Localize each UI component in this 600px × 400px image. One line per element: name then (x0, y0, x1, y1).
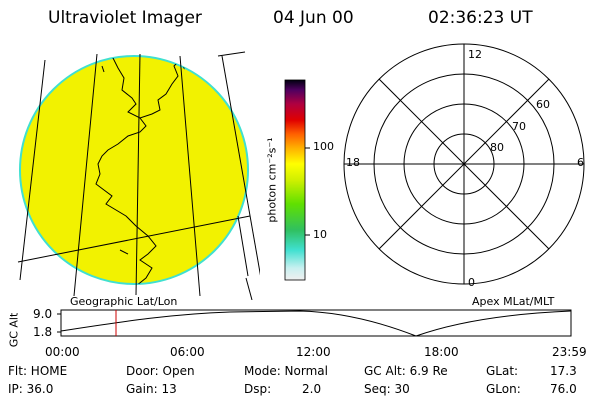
apex-panel-label: Apex MLat/MLT (472, 295, 555, 308)
info-gc-alt: GC Alt: 6.9 Re (364, 364, 448, 378)
info-mode: Mode: Normal (244, 364, 328, 378)
altitude-plot (57, 309, 572, 337)
mlat-label-80: 80 (490, 141, 504, 154)
colorbar-tick-10: 10 (313, 228, 327, 241)
colorbar-tick-100: 100 (313, 140, 334, 153)
mlat-label-70: 70 (512, 120, 526, 133)
lon-grid-lines (17, 51, 260, 300)
info-seq: Seq: 30 (364, 382, 410, 396)
coastline (95, 56, 187, 284)
colorbar (284, 79, 310, 281)
info-gain: Gain: 13 (126, 382, 177, 396)
geographic-map (17, 51, 260, 300)
mlt-label-12: 12 (468, 48, 482, 61)
mlat-label-60: 60 (536, 98, 550, 111)
xtick-00: 00:00 (45, 345, 80, 359)
polar-diagonal-b (378, 78, 550, 250)
polar-plot (343, 43, 585, 285)
mlt-label-18: 18 (346, 156, 360, 169)
info-dsp: Dsp: (244, 382, 272, 396)
altitude-curve (60, 310, 572, 337)
earth-disk (19, 55, 249, 285)
mlt-label-6: 6 (577, 156, 584, 169)
xtick-06: 06:00 (170, 345, 205, 359)
info-dsp-value: 2.0 (302, 382, 322, 396)
info-glat: GLat: (486, 364, 519, 378)
xtick-18: 18:00 (424, 345, 459, 359)
altitude-ytick-top: 9.0 (33, 307, 53, 321)
mlt-label-0: 0 (468, 276, 475, 289)
colorbar-gradient (284, 79, 306, 281)
xtick-12: 12:00 (296, 345, 331, 359)
info-glon: GLon: (486, 382, 521, 396)
altitude-ylabel: GC Alt (7, 312, 21, 348)
colorbar-unit-label: photon cm⁻²s⁻¹ (265, 137, 279, 223)
altitude-ytick-bottom: 1.8 (33, 325, 53, 339)
info-door: Door: Open (126, 364, 195, 378)
altitude-plot-frame (60, 309, 572, 337)
info-flt: Flt: HOME (8, 364, 68, 378)
info-glat-value: 17.3 (550, 364, 577, 378)
time-label: 02:36:23 UT (428, 8, 533, 28)
info-glon-value: 76.0 (550, 382, 577, 396)
date-label: 04 Jun 00 (273, 8, 354, 28)
geographic-panel-label: Geographic Lat/Lon (70, 295, 178, 308)
xtick-2359: 23:59 (552, 345, 587, 359)
instrument-title: Ultraviolet Imager (48, 8, 202, 28)
info-ip: IP: 36.0 (8, 382, 54, 396)
